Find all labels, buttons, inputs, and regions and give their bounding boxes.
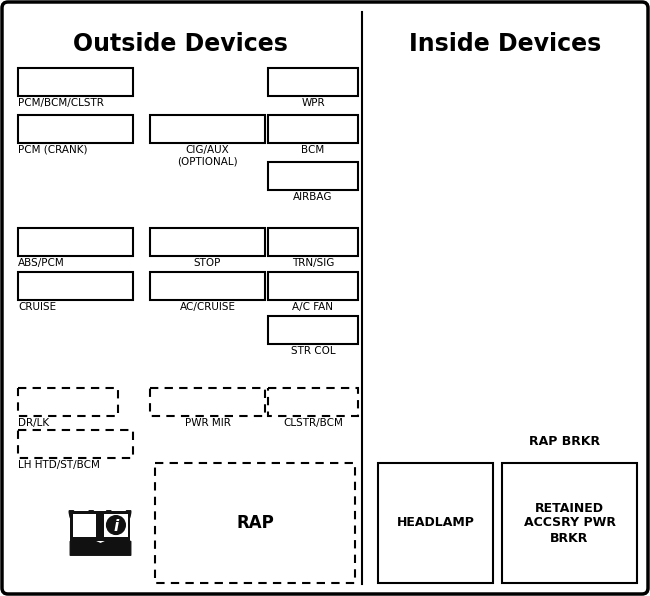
Bar [18, 430, 133, 458]
Bar [150, 272, 265, 300]
Text: PCM/BCM/CLSTR: PCM/BCM/CLSTR [18, 98, 104, 108]
Bar [268, 68, 358, 96]
Text: AC/CRUISE: AC/CRUISE [179, 302, 235, 312]
Text: WPR: WPR [301, 98, 325, 108]
Bar [378, 463, 493, 583]
Bar [268, 115, 358, 143]
Wedge shape [69, 511, 111, 532]
Bar [18, 272, 133, 300]
Text: AIRBAG: AIRBAG [293, 192, 333, 202]
Bar [18, 115, 133, 143]
Text: i: i [113, 519, 118, 533]
Text: CLSTR/BCM: CLSTR/BCM [283, 418, 343, 428]
Bar [18, 388, 118, 416]
Circle shape [107, 516, 125, 535]
Text: Outside Devices: Outside Devices [73, 32, 287, 56]
Text: RETAINED
ACCSRY PWR
BRKR: RETAINED ACCSRY PWR BRKR [523, 501, 616, 545]
Bar [155, 463, 355, 583]
Bar [18, 68, 133, 96]
Bar [268, 316, 358, 344]
Bar [18, 228, 133, 256]
Text: TRN/SIG: TRN/SIG [292, 258, 334, 268]
Bar [105, 514, 127, 536]
Bar [268, 272, 358, 300]
Text: STOP: STOP [194, 258, 221, 268]
Text: RAP: RAP [236, 514, 274, 532]
Text: HEADLAMP: HEADLAMP [396, 517, 474, 529]
Bar [150, 388, 265, 416]
Text: CRUISE: CRUISE [18, 302, 56, 312]
Text: STR COL: STR COL [291, 346, 335, 356]
Bar [268, 388, 358, 416]
Bar [502, 463, 637, 583]
Bar [268, 162, 358, 190]
Bar [150, 115, 265, 143]
Text: PWR MIR: PWR MIR [185, 418, 231, 428]
Text: LH HTD/ST/BCM: LH HTD/ST/BCM [18, 460, 100, 470]
Text: CIG/AUX
(OPTIONAL): CIG/AUX (OPTIONAL) [177, 145, 238, 167]
Bar [150, 228, 265, 256]
Text: Inside Devices: Inside Devices [409, 32, 601, 56]
Text: DR/LK: DR/LK [18, 418, 49, 428]
Text: A/C FAN: A/C FAN [292, 302, 333, 312]
Bar [70, 511, 98, 541]
Bar [73, 514, 96, 536]
Bar [97, 511, 103, 541]
Text: BCM: BCM [302, 145, 324, 155]
Text: PCM (CRANK): PCM (CRANK) [18, 145, 88, 155]
Text: RAP BRKR: RAP BRKR [530, 435, 601, 448]
Bar [268, 228, 358, 256]
Wedge shape [89, 511, 131, 532]
Text: ABS/PCM: ABS/PCM [18, 258, 65, 268]
Bar [101, 511, 130, 541]
